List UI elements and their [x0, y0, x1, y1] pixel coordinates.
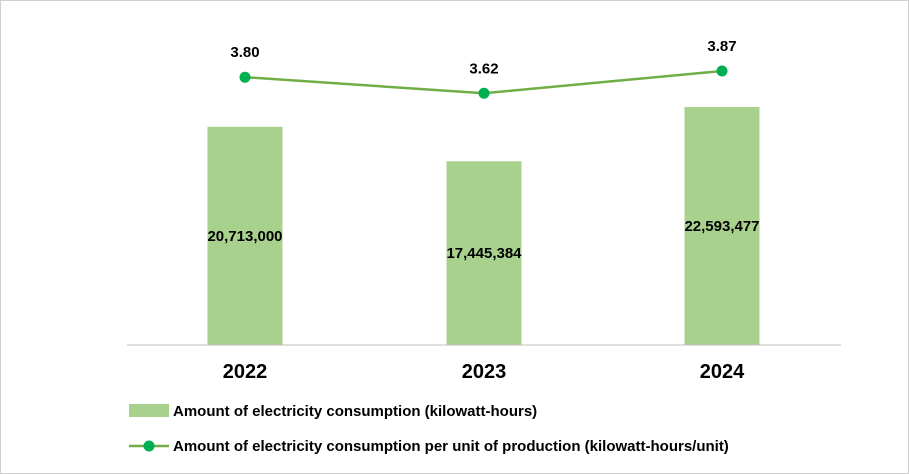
bar-2024 — [684, 107, 760, 345]
x-tick-label-2023: 2023 — [462, 361, 507, 383]
line-value-label-2023: 3.62 — [469, 60, 498, 77]
bar-value-label-2022: 20,713,000 — [207, 228, 282, 245]
x-tick-label-2024: 2024 — [700, 361, 745, 383]
bars-layer: 20,713,000 17,445,384 22,593,477 — [207, 107, 760, 346]
x-axis-ticks: 2022 2023 2024 — [223, 361, 745, 383]
legend-line-label: Amount of electricity consumption per un… — [173, 438, 729, 455]
line-value-label-2024: 3.87 — [707, 38, 736, 55]
bar-2022 — [207, 126, 283, 346]
legend-line-marker — [143, 440, 155, 452]
line-series-layer: 3.80 3.62 3.87 — [230, 38, 737, 99]
bar-value-label-2023: 17,445,384 — [446, 245, 522, 262]
bar-value-label-2024: 22,593,477 — [684, 218, 759, 235]
line-point-2024 — [716, 65, 728, 77]
x-tick-label-2022: 2022 — [223, 361, 268, 383]
legend: Amount of electricity consumption (kilow… — [129, 403, 729, 455]
bar-2023 — [446, 161, 522, 345]
line-value-label-2022: 3.80 — [230, 44, 259, 61]
line-point-2022 — [239, 71, 251, 83]
line-point-2023 — [478, 87, 490, 99]
legend-bar-swatch — [129, 404, 169, 417]
legend-bar-label: Amount of electricity consumption (kilow… — [173, 403, 537, 420]
